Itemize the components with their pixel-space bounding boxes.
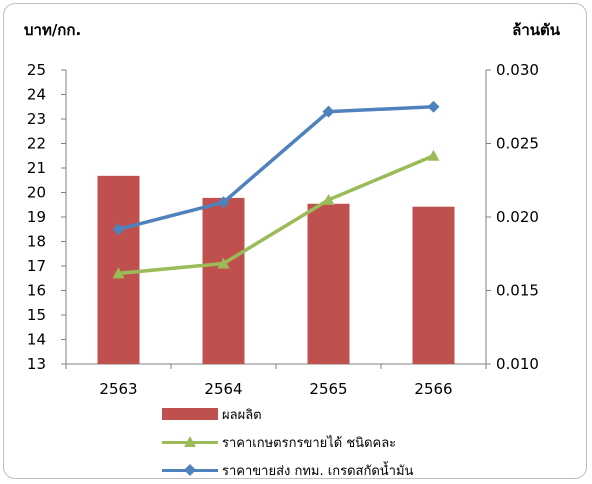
- point-wholesale-price: [427, 100, 440, 113]
- point-wholesale-price: [217, 196, 230, 209]
- x-tick-label: 2564: [204, 380, 242, 398]
- left-tick-label: 13: [27, 355, 46, 373]
- bar-production: [307, 203, 350, 364]
- right-tick-label: 0.010: [496, 355, 539, 373]
- x-tick-label: 2565: [309, 380, 347, 398]
- left-tick-label: 23: [27, 110, 46, 128]
- x-tick-label: 2563: [99, 380, 137, 398]
- chart-plot: 13 14 15 16 17 18 19 20 21 22 23 24 25 0.010 0.015 0.02…: [27, 61, 539, 398]
- left-tick-label: 15: [27, 306, 46, 324]
- right-tick-label: 0.025: [496, 135, 539, 153]
- line-wholesale-price: [118, 105, 434, 231]
- left-axis-unit: บาท/กก.: [24, 21, 82, 39]
- left-tick-label: 24: [27, 86, 46, 104]
- triangle-marker-icon: [184, 436, 196, 447]
- point-farm-price: [112, 267, 125, 279]
- legend-swatch-bar: [162, 406, 218, 422]
- legend-swatch-triangle-line: [162, 434, 218, 450]
- right-tick-label: 0.015: [496, 282, 539, 300]
- left-tick-label: 16: [27, 282, 46, 300]
- legend-item-bar: ผลผลิต: [162, 400, 413, 428]
- diamond-marker-icon: [184, 464, 196, 476]
- legend-label-farm-price: ราคาเกษตรกรขายได้ ชนิดคละ: [222, 435, 397, 451]
- legend-label-production: ผลผลิต: [222, 407, 262, 423]
- left-tick-label: 14: [27, 331, 46, 349]
- left-tick-label: 22: [27, 135, 46, 153]
- line-farm-price: [118, 154, 435, 276]
- point-farm-price: [427, 149, 440, 161]
- left-tick-label: 25: [27, 61, 46, 79]
- legend: ผลผลิต ราคาเกษตรกรขายได้ ชนิดคละ ราคาขาย…: [162, 400, 413, 484]
- x-tick-label: 2566: [414, 380, 452, 398]
- bar-production: [412, 206, 455, 364]
- left-tick-label: 17: [27, 257, 46, 275]
- right-tick-label: 0.030: [496, 61, 539, 79]
- point-farm-price: [217, 257, 230, 269]
- legend-item-farm-price: ราคาเกษตรกรขายได้ ชนิดคละ: [162, 428, 413, 456]
- right-tick-label: 0.020: [496, 208, 539, 226]
- point-wholesale-price: [322, 105, 335, 118]
- bar-production: [202, 197, 245, 364]
- legend-label-wholesale-price: ราคาขายส่ง กทม. เกรดสกัดน้ำมัน: [222, 463, 414, 479]
- point-farm-price: [322, 193, 335, 205]
- legend-item-wholesale-price: ราคาขายส่ง กทม. เกรดสกัดน้ำมัน: [162, 456, 413, 484]
- left-tick-label: 21: [27, 159, 46, 177]
- legend-swatch-diamond-line: [162, 462, 218, 478]
- left-tick-label: 18: [27, 233, 46, 251]
- right-axis-unit: ล้านตัน: [512, 21, 560, 39]
- left-tick-label: 19: [27, 208, 46, 226]
- left-tick-label: 20: [27, 184, 46, 202]
- point-wholesale-price: [112, 223, 125, 236]
